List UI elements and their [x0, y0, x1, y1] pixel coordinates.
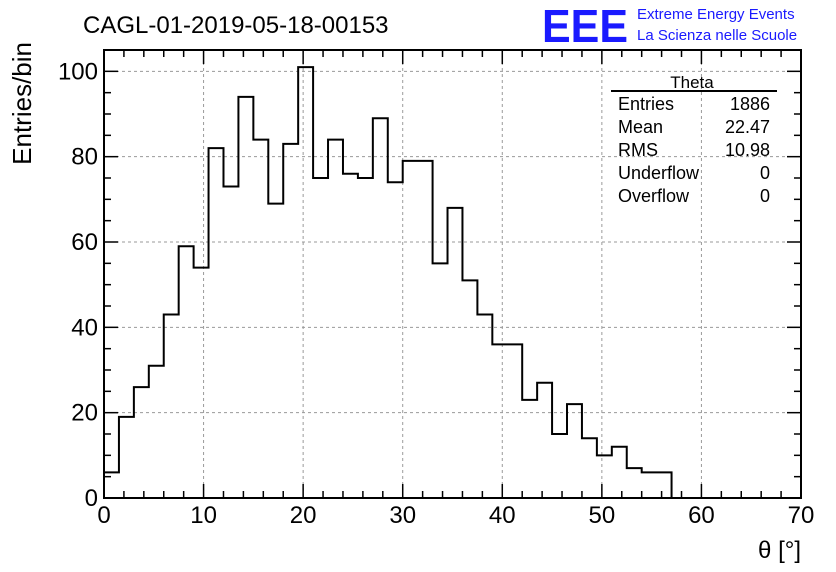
- x-tick-label: 40: [489, 502, 516, 529]
- x-tick-label: 70: [788, 502, 815, 529]
- stats-row-value: 22.47: [725, 117, 770, 137]
- x-tick-label: 60: [688, 502, 715, 529]
- y-tick-label: 80: [71, 144, 98, 171]
- x-tick-label: 20: [290, 502, 317, 529]
- logo-mark: EEE: [542, 0, 628, 52]
- x-tick-labels: 0 10 20 30 40 50 60 70: [97, 502, 814, 529]
- stats-row-value: 10.98: [725, 140, 770, 160]
- grid: [104, 50, 801, 498]
- x-tick-label: 50: [589, 502, 616, 529]
- histogram-outline: [103, 66, 687, 499]
- stats-title: Theta: [670, 73, 714, 92]
- plot-frame: [103, 49, 802, 499]
- y-tick-labels: 0 20 40 60 80 100: [58, 58, 98, 512]
- stats-row-label: Mean: [618, 117, 663, 137]
- stats-row-label: RMS: [618, 140, 658, 160]
- stats-row-label: Entries: [618, 94, 674, 114]
- y-tick-label: 40: [71, 314, 98, 341]
- stats-row-value: 0: [760, 186, 770, 206]
- x-tick-label: 0: [97, 502, 110, 529]
- logo-line2: La Scienza nelle Scuole: [637, 27, 797, 44]
- y-tick-label: 0: [85, 485, 98, 512]
- eee-logo: EEE Extreme Energy Events La Scienza nel…: [542, 0, 797, 52]
- stats-row-value: 0: [760, 163, 770, 183]
- chart-title: CAGL-01-2019-05-18-00153: [83, 12, 389, 39]
- stats-row-label: Underflow: [618, 163, 700, 183]
- y-tick-label: 60: [71, 229, 98, 256]
- y-tick-label: 100: [58, 58, 98, 85]
- x-axis-label: θ [°]: [758, 537, 801, 564]
- x-tick-label: 10: [190, 502, 217, 529]
- logo-line1: Extreme Energy Events: [637, 6, 795, 23]
- axis-ticks: [103, 49, 802, 499]
- y-axis-label: Entries/bin: [7, 42, 37, 165]
- stats-box: Theta Entries 1886 Mean 22.47 RMS 10.98 Underf…: [611, 73, 777, 206]
- stats-row-label: Overflow: [618, 186, 690, 206]
- stats-row-value: 1886: [730, 94, 770, 114]
- x-tick-label: 30: [389, 502, 416, 529]
- y-tick-label: 20: [71, 400, 98, 427]
